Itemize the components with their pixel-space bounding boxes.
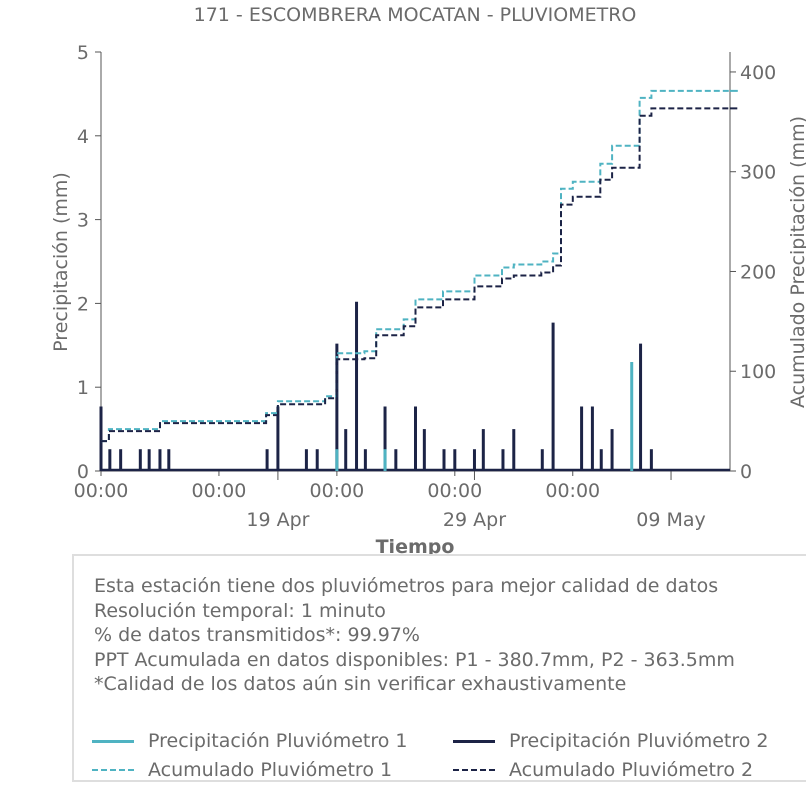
legend-item-p2: Precipitación Pluviómetro 2 xyxy=(453,730,769,752)
x-tick-label: 00:00 xyxy=(74,480,129,502)
legend-label-a2: Acumulado Pluviómetro 2 xyxy=(509,759,754,781)
y-tick-label: 0 xyxy=(77,461,89,483)
legend-item-p1: Precipitación Pluviómetro 1 xyxy=(92,730,408,752)
y-tick-label: 5 xyxy=(77,42,89,64)
chart-title: 171 - ESCOMBRERA MOCATAN - PLUVIOMETRO xyxy=(194,4,637,26)
info-text: Esta estación tiene dos pluviómetros par… xyxy=(94,574,735,697)
info-line-quality-note: *Calidad de los datos aún sin verificar … xyxy=(94,673,627,695)
info-panel: Esta estación tiene dos pluviómetros par… xyxy=(72,554,806,782)
legend-item-a1: Acumulado Pluviómetro 1 xyxy=(92,759,392,781)
x-tick-label: 00:00 xyxy=(427,480,482,502)
y2-axis-label: Acumulado Precipitación (mm) xyxy=(787,116,806,408)
legend-swatch-p2 xyxy=(453,739,495,743)
legend-item-a2: Acumulado Pluviómetro 2 xyxy=(453,759,753,781)
y2-tick-label: 400 xyxy=(740,62,776,84)
y-tick-label: 4 xyxy=(77,126,89,148)
x-major-tick-label: 29 Apr xyxy=(443,509,506,531)
acumulado-p1-line xyxy=(101,89,738,443)
y2-tick-label: 0 xyxy=(740,461,752,483)
info-line-stations: Esta estación tiene dos pluviómetros par… xyxy=(94,575,719,597)
x-axis-label: Tiempo xyxy=(376,536,455,558)
x-tick-label: 00:00 xyxy=(545,480,600,502)
info-line-resolution: Resolución temporal: 1 minuto xyxy=(94,599,386,622)
x-major-tick-label: 19 Apr xyxy=(246,509,309,531)
y-tick-label: 1 xyxy=(77,377,89,399)
info-line-transmitted: % de datos transmitidos*: 99.97% xyxy=(94,624,420,646)
legend-swatch-p1 xyxy=(92,739,134,743)
y2-tick-label: 100 xyxy=(740,361,776,383)
y2-tick-label: 200 xyxy=(740,261,776,283)
plot-area: 0 1 2 3 4 5 0 100 200 300 400 00:00 00:00 00:00 00:00 0… xyxy=(74,42,777,531)
y2-tick-label: 300 xyxy=(740,162,776,184)
x-tick-label: 00:00 xyxy=(309,480,364,502)
x-tick-label: 00:00 xyxy=(192,480,247,502)
legend-label-p2: Precipitación Pluviómetro 2 xyxy=(509,730,769,752)
y-tick-label: 2 xyxy=(77,293,89,315)
legend-label-a1: Acumulado Pluviómetro 1 xyxy=(148,759,393,781)
acumulado-p2-line xyxy=(101,107,738,443)
legend-label-p1: Precipitación Pluviómetro 1 xyxy=(148,730,408,752)
legend-swatch-a2 xyxy=(453,769,495,771)
x-major-tick-label: 09 May xyxy=(636,509,706,531)
legend-swatch-a1 xyxy=(92,769,134,771)
y-axis-label: Precipitación (mm) xyxy=(50,172,72,352)
info-line-accumulated: PPT Acumulada en datos disponibles: P1 -… xyxy=(94,648,735,671)
y-tick-label: 3 xyxy=(77,210,89,232)
precipitation-chart: 171 - ESCOMBRERA MOCATAN - PLUVIOMETRO 0… xyxy=(50,4,806,558)
